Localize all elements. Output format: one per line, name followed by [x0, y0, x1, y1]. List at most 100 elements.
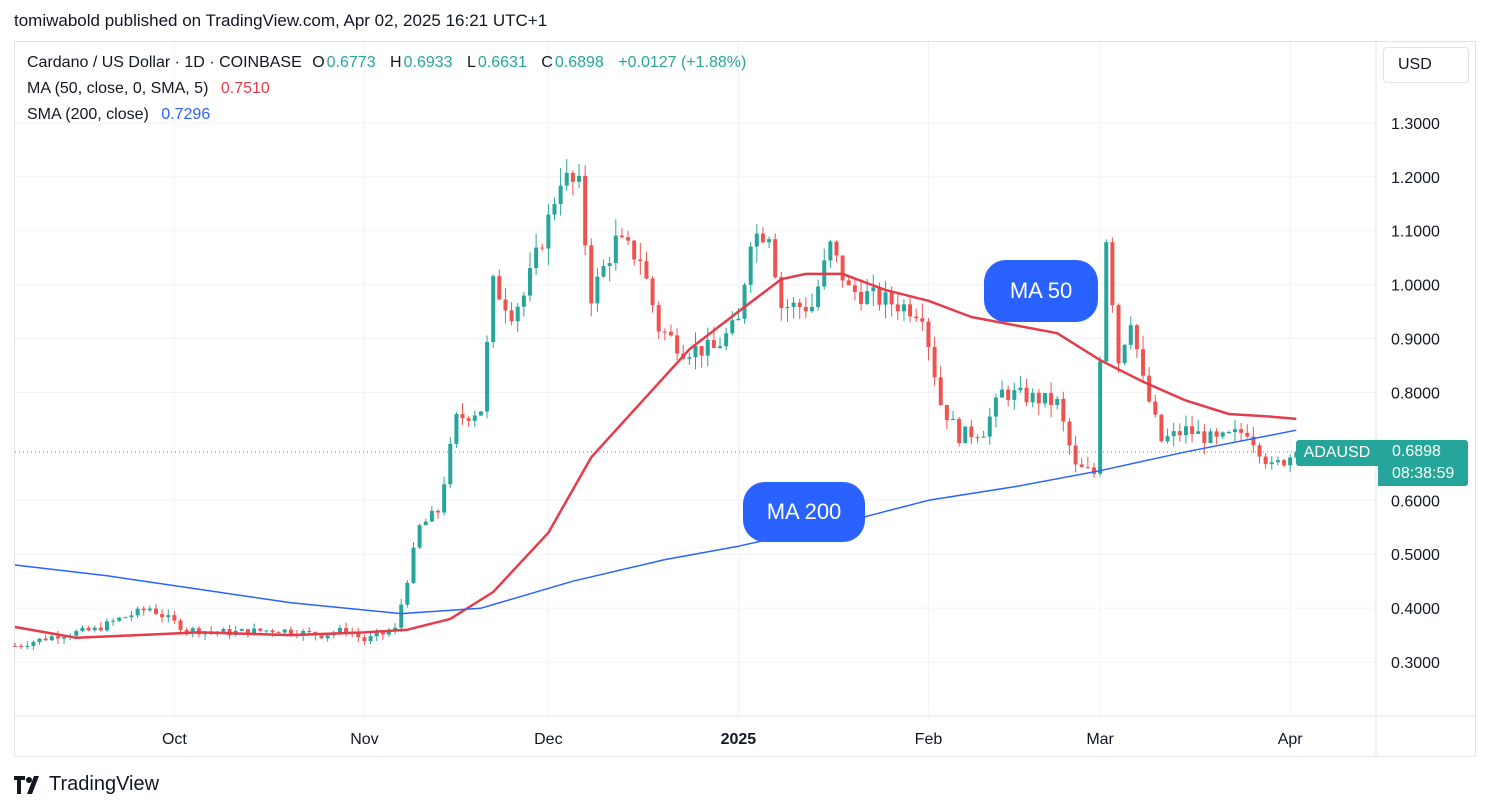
candle-body	[442, 484, 447, 513]
candle-body	[705, 339, 710, 356]
candle-body	[227, 628, 232, 636]
candle-body	[417, 525, 422, 548]
candle-body	[117, 617, 122, 621]
candle-body	[883, 292, 888, 305]
candle-body	[80, 627, 85, 632]
high-label: H	[390, 54, 402, 71]
candle-body	[828, 241, 833, 261]
candle-body	[920, 318, 925, 322]
candle-body	[1288, 457, 1293, 466]
candle-body	[472, 415, 477, 421]
candle-body	[147, 608, 152, 611]
candle-body	[1030, 392, 1035, 403]
candle-body	[785, 307, 790, 309]
candle-body	[282, 629, 287, 633]
candle-body	[264, 630, 269, 632]
change-value: +0.0127 (+1.88%)	[618, 54, 747, 71]
candle-body	[43, 638, 48, 641]
candle-body	[1000, 389, 1005, 398]
candle-body	[1233, 429, 1237, 433]
y-tick-label: 1.1000	[1391, 224, 1440, 241]
candle-body	[736, 318, 741, 321]
candle-body	[98, 627, 103, 631]
high-value: 0.6933	[403, 54, 453, 71]
candle-body	[13, 645, 17, 647]
candle-body	[454, 414, 459, 444]
candle-body	[1079, 464, 1084, 468]
candle-body	[877, 287, 882, 305]
candle-body	[276, 632, 281, 634]
x-tick-label: Oct	[162, 731, 187, 748]
ma50-line	[14, 272, 1297, 640]
candle-body	[908, 304, 913, 317]
candle-body	[337, 627, 342, 633]
candle-body	[816, 286, 821, 308]
candle-body	[25, 645, 30, 647]
candle-body	[1006, 389, 1011, 400]
legend-ma50-row[interactable]: MA (50, close, 0, SMA, 5) 0.7510	[27, 80, 272, 98]
candle-body	[172, 615, 177, 621]
candle-body	[49, 636, 54, 641]
candle-body	[436, 510, 441, 513]
candle-body	[558, 185, 563, 204]
candle-body	[1147, 375, 1152, 402]
candle-body	[650, 278, 655, 306]
candle-body	[86, 627, 91, 631]
candle-body	[1153, 401, 1158, 415]
open-value: 0.6773	[326, 54, 376, 71]
tradingview-logo[interactable]: TradingView	[14, 773, 159, 796]
publisher-line: tomiwabold published on TradingView.com,…	[14, 11, 548, 30]
last-price-tag: 0.6898 08:38:59	[1378, 440, 1468, 486]
candle-body	[601, 266, 606, 277]
candle-body	[583, 175, 588, 246]
price-chart[interactable]: 1.3000 1.2000 1.1000 1.0000 0.9000 0.8000 0.60…	[0, 0, 1491, 760]
candle-body	[252, 628, 257, 635]
candle-body	[270, 630, 275, 633]
candle-body	[515, 306, 520, 322]
candle-body	[1012, 390, 1017, 400]
candle-body	[460, 414, 465, 419]
candle-body	[1159, 414, 1164, 442]
candle-body	[154, 608, 158, 614]
x-tick-label: Mar	[1086, 731, 1114, 748]
candle-body	[668, 331, 673, 336]
candle-body	[1091, 467, 1096, 474]
candle-body	[957, 418, 962, 444]
ma50-value: 0.7510	[220, 80, 270, 97]
candle-body	[779, 277, 784, 309]
candle-body	[258, 628, 263, 631]
candle-body	[546, 214, 551, 249]
candle-body	[344, 627, 349, 633]
candle-body	[411, 547, 416, 583]
candle-body	[405, 582, 410, 605]
tradingview-icon	[14, 775, 39, 794]
candle-body	[699, 346, 704, 356]
candle-body	[693, 346, 698, 358]
candle-body	[178, 620, 183, 630]
x-tick-label: Dec	[534, 731, 562, 748]
candle-body	[1128, 325, 1133, 345]
x-tick-label: Feb	[915, 731, 943, 748]
candle-body	[19, 645, 24, 647]
candle-body	[944, 405, 949, 421]
legend-sma200-row[interactable]: SMA (200, close) 0.7296	[27, 106, 212, 124]
candle-body	[1098, 361, 1103, 474]
candle-body	[1024, 387, 1029, 403]
candle-body	[797, 302, 802, 307]
currency-button[interactable]: USD	[1383, 47, 1469, 83]
axes: 1.3000 1.2000 1.1000 1.0000 0.9000 0.8000 0.60…	[15, 42, 1476, 757]
candle-body	[160, 613, 165, 618]
legend-symbol-row: Cardano / US Dollar · 1D · COINBASE O 0.6…	[27, 54, 748, 72]
candle-body	[718, 346, 723, 349]
candle-body	[190, 628, 195, 632]
candle-body	[993, 397, 998, 417]
bar-countdown: 08:38:59	[1392, 465, 1455, 482]
candle-body	[859, 291, 864, 304]
candle-body	[245, 629, 250, 635]
candle-body	[374, 632, 379, 637]
candle-body	[1061, 398, 1066, 422]
candle-body	[791, 302, 796, 308]
candle-body	[742, 284, 747, 319]
candle-body	[485, 342, 490, 412]
candle-body	[129, 615, 134, 618]
